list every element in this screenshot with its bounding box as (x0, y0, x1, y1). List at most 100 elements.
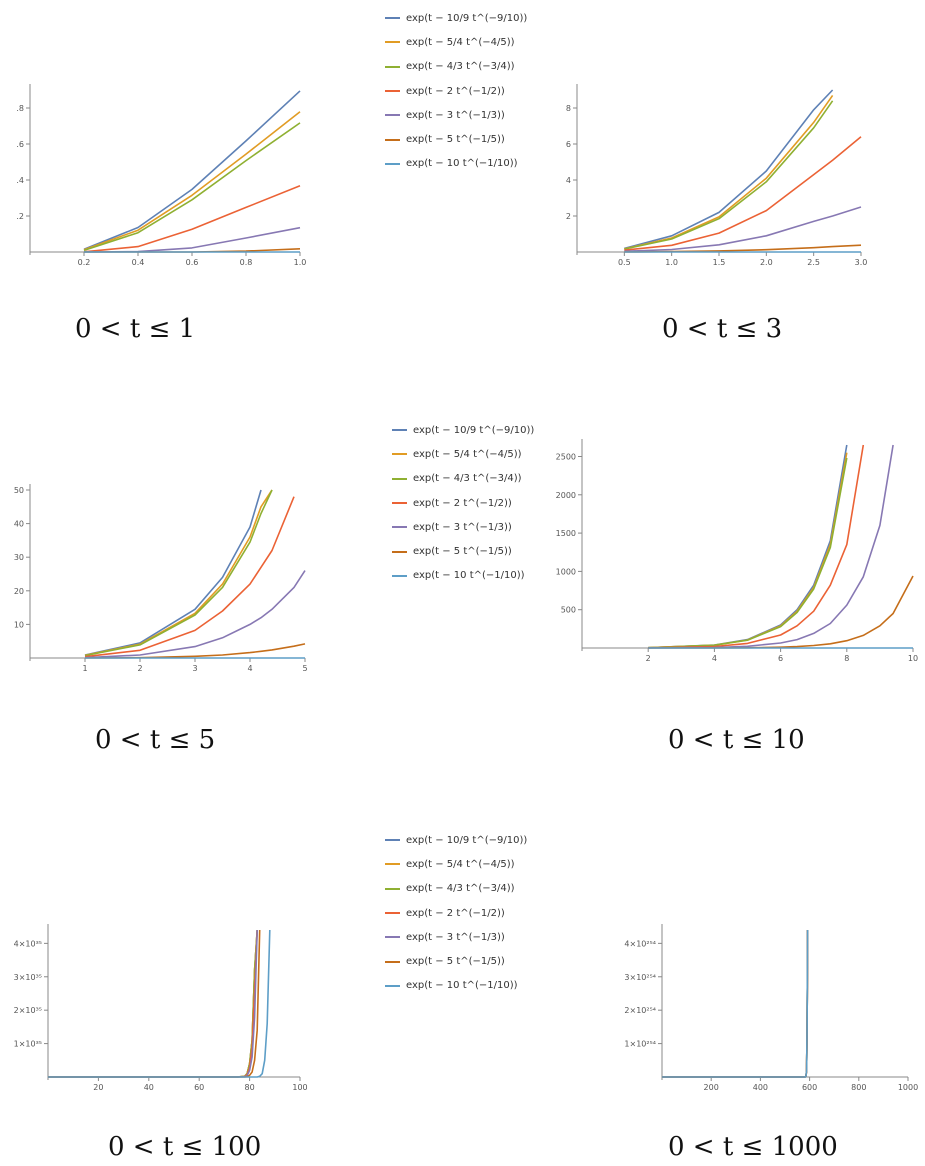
legend-label: exp(t − 10 t^(−1/10)) (406, 980, 518, 992)
legend-item: exp(t − 2 t^(−1/2)) (385, 901, 527, 925)
series-line (48, 929, 258, 1078)
y-tick-label: 2×10³⁵ (14, 1006, 42, 1015)
x-tick-label: 80 (245, 1083, 255, 1092)
caption-t-upto-100: 0 < t ≤ 100 (108, 1132, 262, 1162)
series-line (83, 185, 301, 253)
plot-t-upto-10: 2 4 6 8 10 500 1000 1500 2000 2500 (556, 439, 918, 663)
x-tick-label: 8 (844, 654, 849, 663)
x-tick-label: 2.0 (760, 258, 773, 267)
legend-swatch (385, 65, 400, 68)
x-tick-label: 800 (851, 1083, 866, 1092)
x-tick-label: 1.0 (294, 258, 307, 267)
caption-t-upto-1: 0 < t ≤ 1 (75, 314, 196, 344)
legend-label: exp(t − 2 t^(−1/2)) (413, 497, 512, 509)
y-tick-label: 1×10³⁵ (14, 1040, 42, 1049)
legend-label: exp(t − 10/9 t^(−9/10)) (406, 12, 528, 24)
x-tick-label: 100 (292, 1083, 307, 1092)
legend-item: exp(t − 10 t^(−1/10)) (385, 152, 527, 176)
y-tick-label: 40 (14, 520, 24, 529)
x-tick-label: 3.0 (855, 258, 868, 267)
y-tick-label: 30 (14, 553, 24, 562)
plot-t-upto-3: 0.5 1.0 1.5 2.0 2.5 3.0 2 4 6 8 (566, 84, 868, 267)
x-tick-label: 3 (192, 664, 197, 673)
caption-t-upto-5: 0 < t ≤ 5 (95, 725, 216, 755)
series-line (624, 206, 862, 253)
series-line (662, 929, 809, 1078)
series-line (662, 929, 809, 1078)
y-tick-label: 20 (14, 587, 24, 596)
series-line (662, 929, 809, 1078)
legend-item: exp(t − 10/9 t^(−9/10)) (385, 828, 527, 852)
legend-item: exp(t − 2 t^(−1/2)) (392, 491, 534, 515)
legend-label: exp(t − 10 t^(−1/10)) (406, 158, 518, 170)
y-tick-label: .2 (16, 212, 24, 221)
legend-item: exp(t − 5 t^(−1/5)) (392, 539, 534, 563)
series-line (48, 929, 258, 1078)
series-line (84, 489, 273, 657)
series-line (648, 457, 848, 649)
series-line (648, 444, 894, 649)
legend-label: exp(t − 2 t^(−1/2)) (406, 907, 505, 919)
legend-item: exp(t − 3 t^(−1/3)) (385, 103, 527, 127)
legend-swatch (385, 162, 400, 165)
y-tick-label: 1000 (556, 567, 576, 576)
x-tick-label: 4 (712, 654, 717, 663)
x-tick-label: 20 (93, 1083, 103, 1092)
legend-label: exp(t − 2 t^(−1/2)) (406, 85, 505, 97)
series-line (624, 136, 862, 251)
legend-item: exp(t − 5/4 t^(−4/5)) (385, 852, 527, 876)
y-tick-label: 500 (561, 606, 576, 615)
series-line (48, 929, 258, 1078)
legend-label: exp(t − 10 t^(−1/10)) (413, 570, 525, 582)
legend-item: exp(t − 3 t^(−1/3)) (392, 515, 534, 539)
x-tick-label: 1.5 (713, 258, 726, 267)
y-tick-label: .4 (16, 176, 24, 185)
series-line (83, 111, 301, 251)
caption-t-upto-10: 0 < t ≤ 10 (668, 725, 805, 755)
legend-label: exp(t − 4/3 t^(−3/4)) (406, 883, 515, 895)
x-tick-label: 2 (646, 654, 651, 663)
legend-swatch (385, 41, 400, 44)
legend-label: exp(t − 5 t^(−1/5)) (406, 956, 505, 968)
x-tick-label: 40 (144, 1083, 154, 1092)
x-tick-label: 400 (753, 1083, 768, 1092)
y-tick-label: 2×10²⁵⁴ (624, 1006, 656, 1015)
legend-label: exp(t − 10/9 t^(−9/10)) (413, 424, 535, 436)
x-tick-label: 2.5 (807, 258, 820, 267)
x-tick-label: 4 (247, 664, 252, 673)
y-tick-label: 3×10³⁵ (14, 973, 42, 982)
legend-item: exp(t − 10/9 t^(−9/10)) (385, 6, 527, 30)
series-line (48, 929, 261, 1078)
y-tick-label: 2 (566, 212, 571, 221)
x-tick-label: 0.5 (618, 258, 631, 267)
legend-swatch (385, 17, 400, 20)
legend-label: exp(t − 5 t^(−1/5)) (406, 134, 505, 146)
legend-label: exp(t − 5/4 t^(−4/5)) (406, 858, 515, 870)
y-tick-label: 8 (566, 104, 571, 113)
plot-t-upto-1: 0.2 0.4 0.6 0.8 1.0 .2 .4 .6 .8 (16, 84, 307, 267)
series-line (662, 929, 809, 1078)
y-tick-label: 1×10²⁵⁴ (624, 1040, 656, 1049)
legend-item: exp(t − 10 t^(−1/10)) (392, 564, 534, 588)
legend-swatch (385, 863, 400, 866)
series-line (648, 444, 848, 649)
legend-row-3: exp(t − 10/9 t^(−9/10)) exp(t − 5/4 t^(−4… (385, 828, 527, 998)
legend-item: exp(t − 5/4 t^(−4/5)) (385, 30, 527, 54)
legend-swatch (392, 453, 407, 456)
y-tick-label: 3×10²⁵⁴ (624, 973, 656, 982)
x-tick-label: 1.0 (665, 258, 678, 267)
legend-item: exp(t − 3 t^(−1/3)) (385, 925, 527, 949)
y-tick-label: 4×10³⁵ (14, 939, 42, 948)
legend-label: exp(t − 5 t^(−1/5)) (413, 546, 512, 558)
series-line (48, 929, 258, 1078)
x-tick-label: 0.8 (240, 258, 253, 267)
legend-item: exp(t − 4/3 t^(−3/4)) (392, 467, 534, 491)
legend-item: exp(t − 2 t^(−1/2)) (385, 79, 527, 103)
legend-swatch (385, 936, 400, 939)
y-tick-label: 6 (566, 140, 571, 149)
series-line (48, 929, 271, 1078)
legend-row-1: exp(t − 10/9 t^(−9/10)) exp(t − 5/4 t^(−4… (385, 6, 527, 176)
legend-label: exp(t − 5/4 t^(−4/5)) (406, 36, 515, 48)
legend-swatch (385, 90, 400, 93)
caption-t-upto-3: 0 < t ≤ 3 (662, 314, 783, 344)
